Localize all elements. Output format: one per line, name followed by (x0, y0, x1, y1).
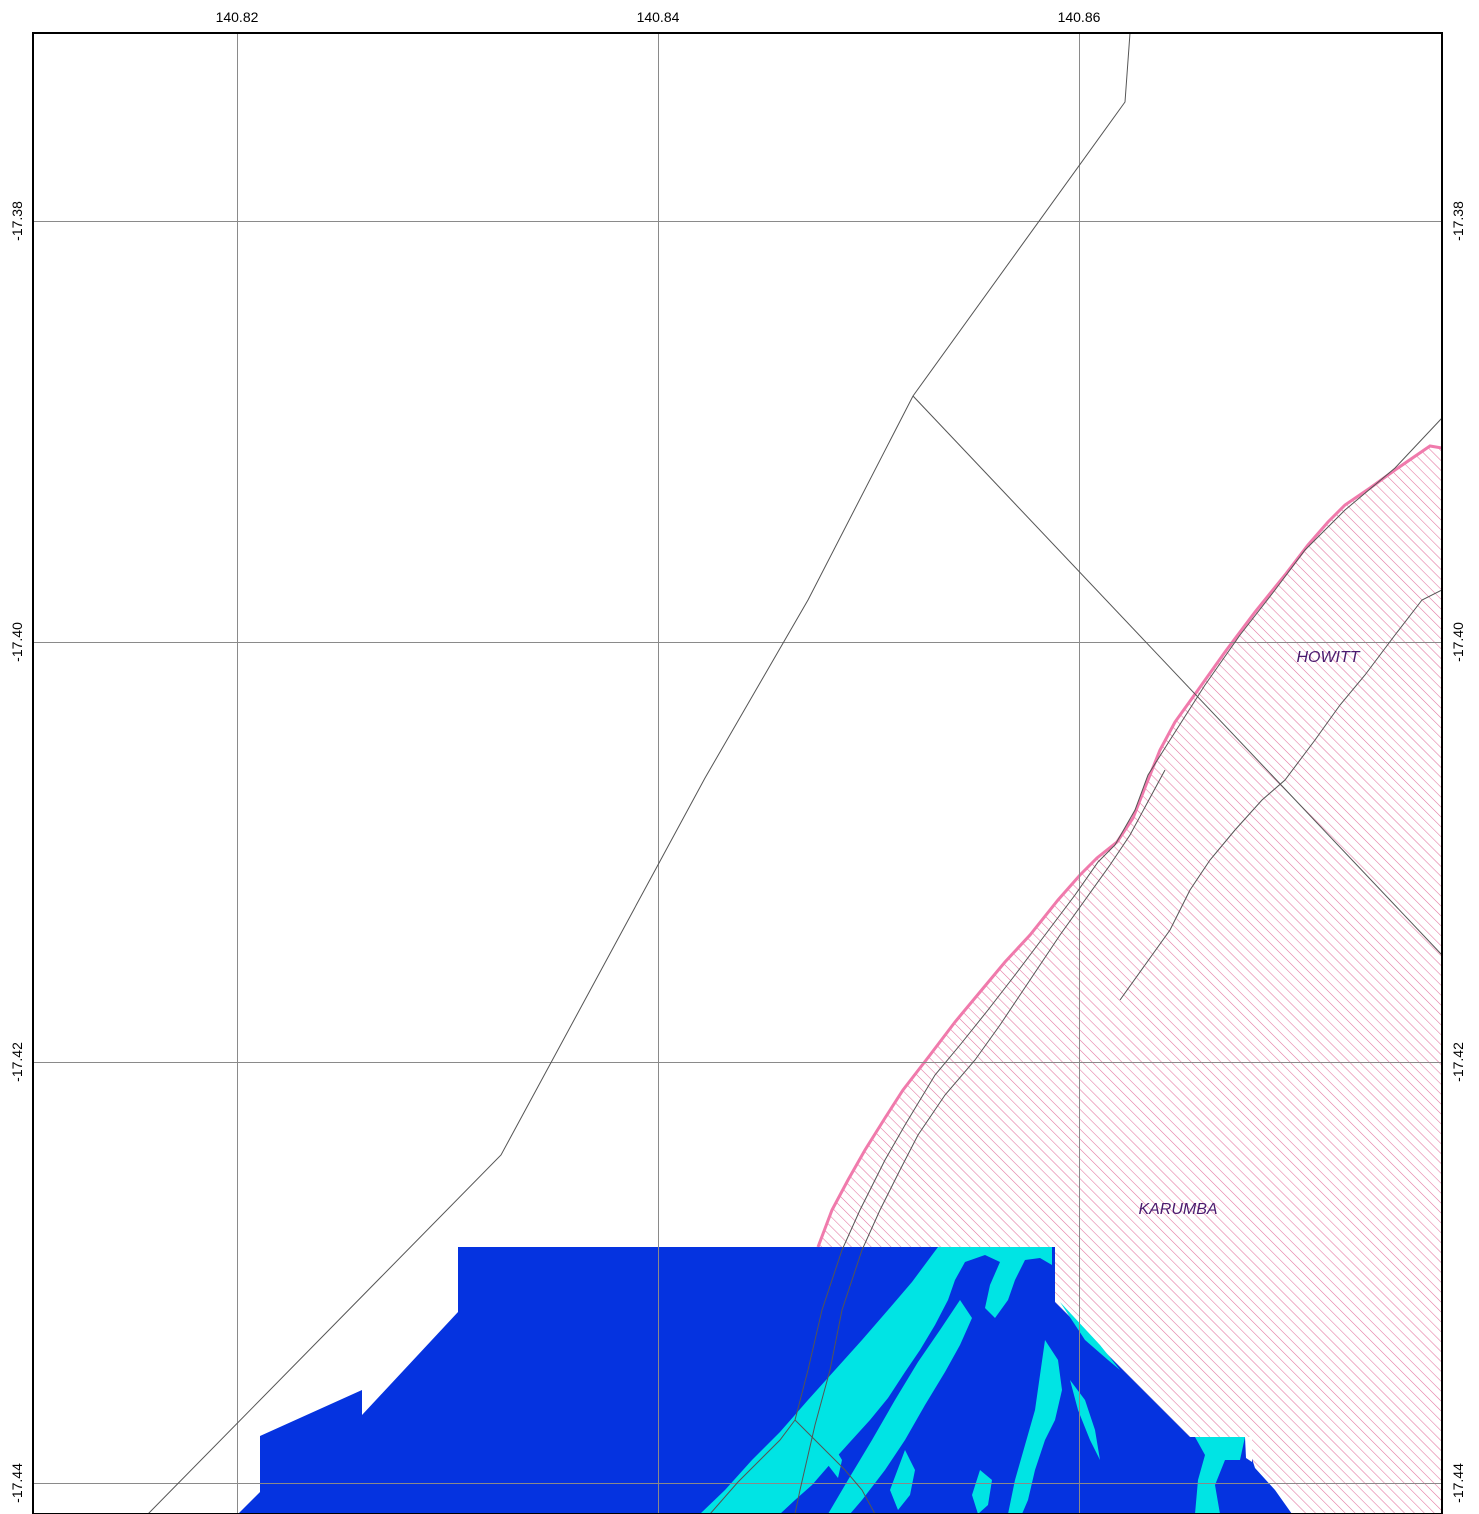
shallow-water-channel (890, 1450, 915, 1510)
place-label-howitt: HOWITT (1296, 649, 1360, 666)
latitude-tick-label-right: -17.44 (1450, 1463, 1466, 1503)
graticule (33, 33, 1442, 1514)
latitude-tick-label-right: -17.40 (1450, 622, 1466, 662)
longitude-tick-label: 140.86 (1058, 9, 1101, 25)
longitude-tick-label: 140.82 (216, 9, 259, 25)
latitude-tick-label-right: -17.42 (1450, 1042, 1466, 1082)
shallow-water-channel (972, 1470, 992, 1514)
latitude-tick-label-left: -17.40 (9, 622, 25, 662)
shallow-water-channel (828, 1440, 842, 1478)
coastline-outline (816, 444, 1442, 1248)
shallow-water-channel (828, 1300, 972, 1514)
shallow-water-channel (1008, 1340, 1062, 1514)
boundary-lines (147, 33, 1442, 1514)
shallow-water-channel (1070, 1380, 1100, 1460)
map-frame (32, 32, 1443, 1514)
longitude-tick-label: 140.84 (637, 9, 680, 25)
latitude-tick-label-left: -17.38 (9, 201, 25, 241)
shallow-water-channel (1195, 1437, 1245, 1514)
latitude-tick-label-left: -17.44 (9, 1463, 25, 1503)
place-label-karumba: KARUMBA (1138, 1201, 1217, 1218)
shallow-water-area (700, 1247, 1052, 1514)
latitude-tick-label-left: -17.42 (9, 1042, 25, 1082)
latitude-tick-label-right: -17.38 (1450, 201, 1466, 241)
shallow-water-channel (1245, 1437, 1252, 1462)
shallow-water-channel (1060, 1302, 1120, 1370)
